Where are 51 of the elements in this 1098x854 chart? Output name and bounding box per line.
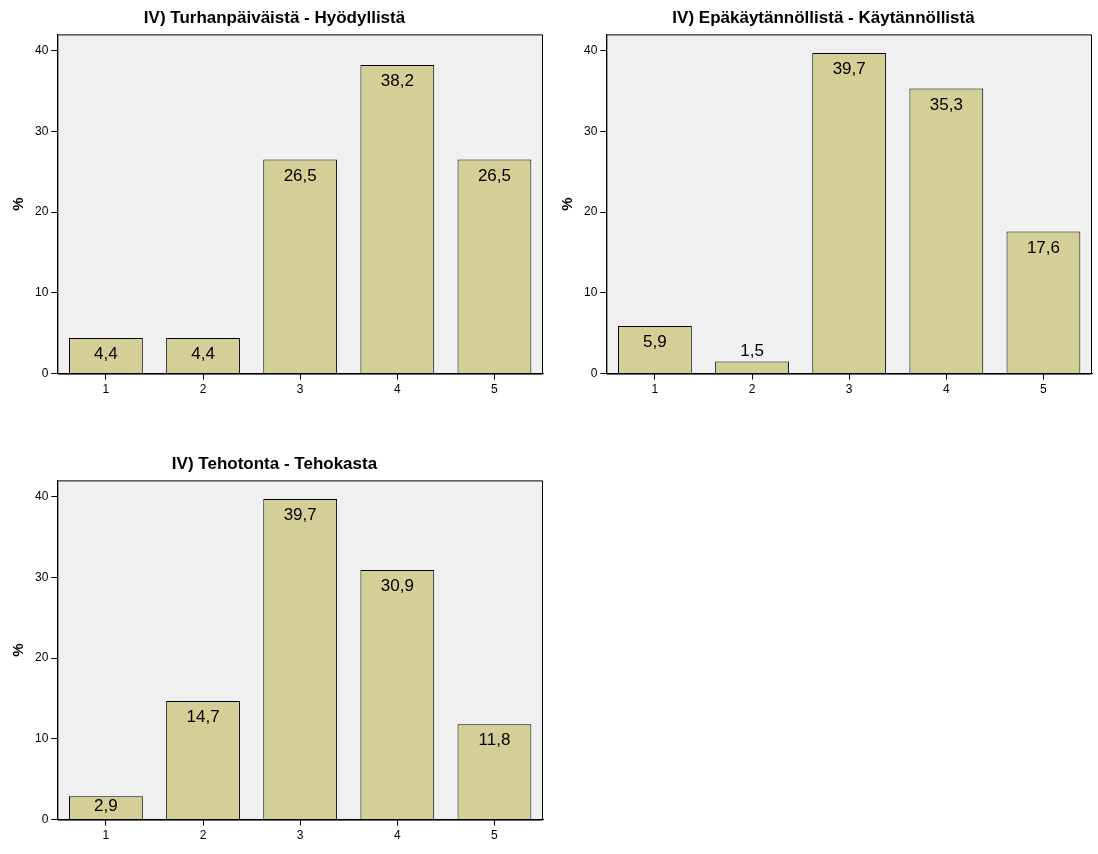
x-tick-label: 2 bbox=[748, 382, 756, 397]
y-tick-label: 10 bbox=[583, 285, 598, 300]
chart-title: IV) Turhanpäiväistä - Hyödyllistä bbox=[143, 7, 406, 27]
x-tick-label: 1 bbox=[102, 382, 110, 397]
x-tick-label: 4 bbox=[393, 382, 401, 397]
chart-title: IV) Epäkäytännöllistä - Käytännöllistä bbox=[672, 7, 976, 27]
x-tick-label: 1 bbox=[651, 382, 659, 397]
x-tick-label: 5 bbox=[491, 382, 499, 397]
data-label: 26,5 bbox=[283, 165, 317, 185]
y-tick-label: 0 bbox=[41, 811, 49, 826]
y-tick-label: 30 bbox=[34, 569, 49, 584]
x-tick-label: 2 bbox=[199, 382, 207, 397]
y-axis-title: % bbox=[9, 643, 27, 657]
x-tick-label: 5 bbox=[491, 828, 499, 843]
data-label: 4,4 bbox=[191, 344, 215, 364]
data-label: 2,9 bbox=[94, 796, 118, 816]
data-label: 30,9 bbox=[380, 576, 414, 596]
y-tick-label: 0 bbox=[41, 365, 49, 380]
y-tick-label: 10 bbox=[34, 731, 49, 746]
y-tick-label: 0 bbox=[590, 365, 598, 380]
x-tick-label: 1 bbox=[102, 828, 110, 843]
x-tick-label: 4 bbox=[942, 382, 950, 397]
data-label: 17,6 bbox=[1026, 237, 1060, 257]
x-tick-label: 2 bbox=[199, 828, 207, 843]
y-tick-label: 10 bbox=[34, 285, 49, 300]
y-tick-label: 20 bbox=[34, 204, 49, 219]
data-label: 14,7 bbox=[186, 707, 220, 727]
data-label: 1,5 bbox=[740, 340, 764, 360]
y-tick-label: 40 bbox=[34, 488, 49, 503]
y-tick-label: 20 bbox=[583, 204, 598, 219]
x-tick-label: 3 bbox=[845, 382, 853, 397]
y-tick-label: 20 bbox=[34, 650, 49, 665]
x-tick-label: 4 bbox=[393, 828, 401, 843]
data-label: 38,2 bbox=[380, 71, 414, 91]
y-tick-label: 40 bbox=[34, 42, 49, 57]
y-tick-label: 40 bbox=[583, 42, 598, 57]
x-tick-label: 3 bbox=[296, 828, 304, 843]
data-label: 39,7 bbox=[832, 59, 866, 79]
x-tick-label: 5 bbox=[1040, 382, 1048, 397]
y-axis-title: % bbox=[558, 197, 576, 211]
y-tick-label: 30 bbox=[34, 123, 49, 138]
data-label: 39,7 bbox=[283, 505, 317, 525]
data-label: 4,4 bbox=[94, 344, 118, 364]
data-label: 11,8 bbox=[478, 730, 511, 750]
data-label: 26,5 bbox=[477, 165, 511, 185]
chart-title: IV) Tehotonta - Tehokasta bbox=[171, 453, 378, 473]
data-label: 35,3 bbox=[929, 94, 963, 114]
y-tick-label: 30 bbox=[583, 123, 598, 138]
data-label: 5,9 bbox=[643, 332, 667, 352]
y-axis-title: % bbox=[9, 197, 27, 211]
x-tick-label: 3 bbox=[296, 382, 304, 397]
